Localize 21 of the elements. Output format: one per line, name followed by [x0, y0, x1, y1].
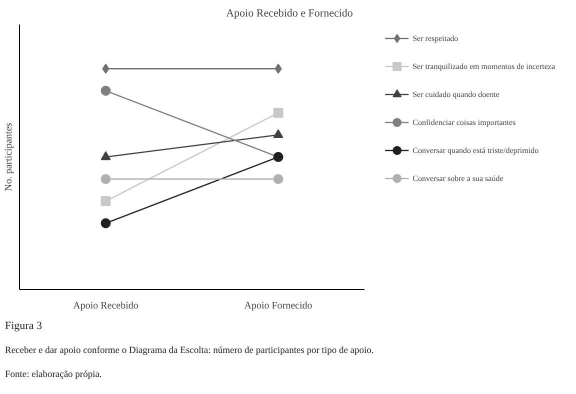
text: Figura 3	[5, 319, 42, 334]
point	[100, 196, 111, 206]
point	[102, 64, 110, 74]
source-note: Fonte: elaboração própia.	[5, 369, 102, 382]
legend-label: Conversar sobre a sua saúde	[412, 172, 504, 184]
point	[100, 86, 111, 96]
point	[100, 218, 111, 228]
y-axis-title: No. participantes	[4, 122, 14, 192]
x-tick-label: Apoio Fornecido	[244, 300, 312, 312]
legend-label: Ser respeitado	[412, 32, 458, 45]
legend-label: Ser tranquilizado em momentos de incerteza	[412, 60, 555, 73]
point	[274, 64, 282, 74]
legend-label: Conversar quando está triste/deprimido	[412, 144, 539, 157]
text: Receber e dar apoio conforme o Diagrama da Escolta: número de participantes por tipo de apoio.	[5, 345, 374, 358]
legend-label: Ser cuidado quando doente	[412, 88, 500, 101]
point	[273, 108, 284, 118]
chart-title: Apoio Recebido e Fornecido	[226, 8, 354, 20]
point	[273, 174, 284, 184]
x-tick-label: Apoio Recebido	[73, 300, 138, 312]
point	[100, 174, 111, 184]
legend-label: Confidenciar coisas importantes	[412, 116, 516, 129]
